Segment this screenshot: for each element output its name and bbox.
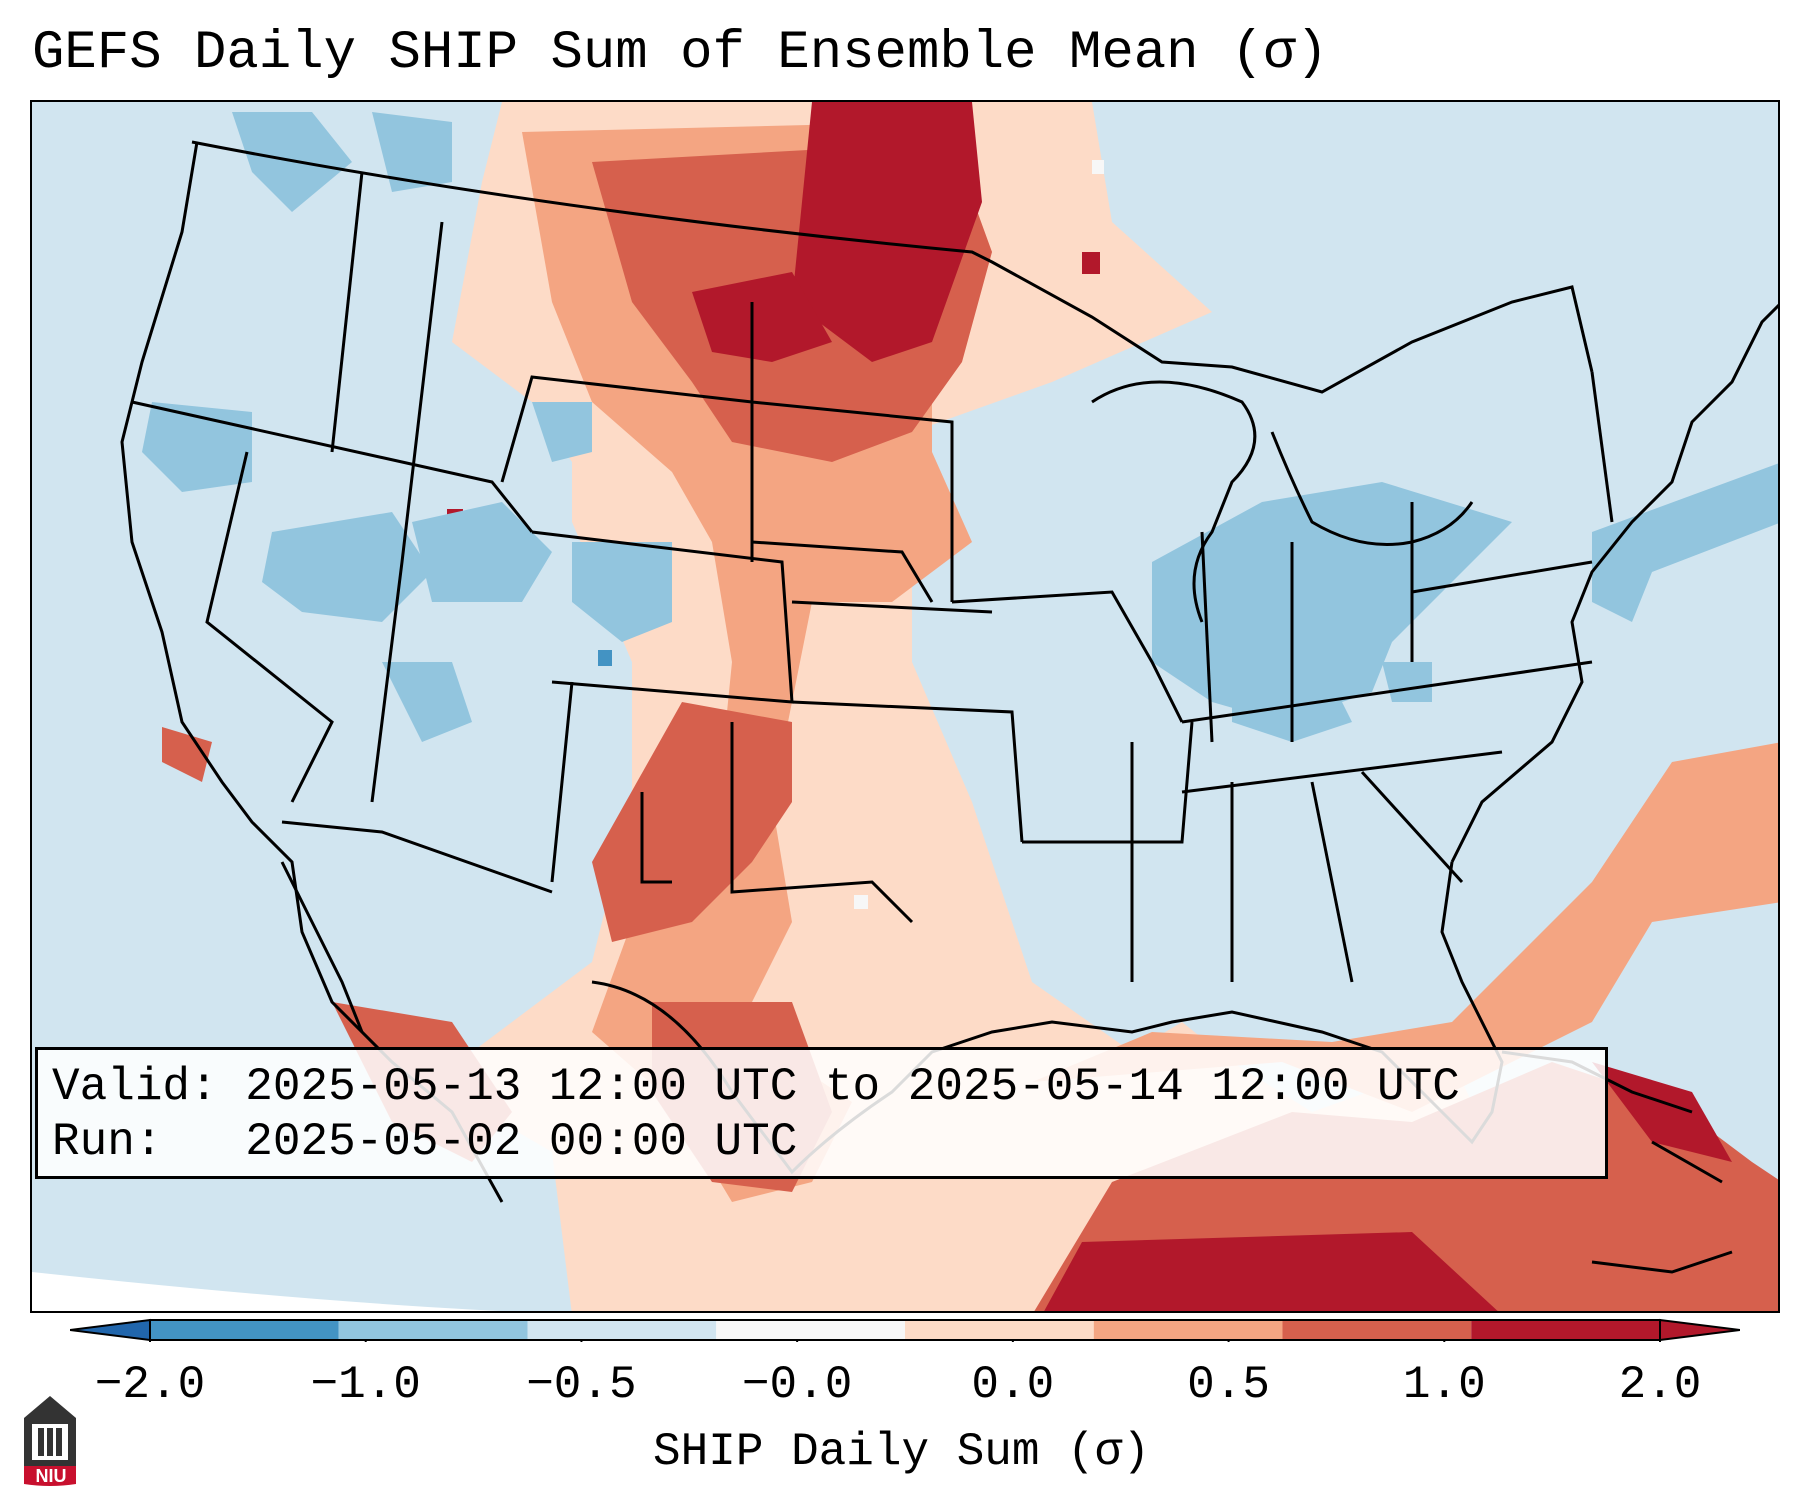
colorbar-tick-label: 2.0 [1618,1359,1702,1411]
anomaly-region-cool [412,502,552,602]
state-border [1411,560,1593,594]
anomaly-region-cool [142,402,252,492]
state-border [370,221,444,803]
valid-value: 2025-05-13 12:00 UTC to 2025-05-14 12:00… [245,1061,1460,1113]
anomaly-region-max [792,102,982,362]
logo-text: NIU [35,1466,67,1486]
colorbar-segment [338,1320,528,1340]
state-border [640,792,672,884]
colorbar-tick-label: −0.0 [741,1359,853,1411]
info-box: Valid: 2025-05-13 12:00 UTC to 2025-05-1… [35,1047,1608,1179]
run-label: Run: [52,1116,163,1168]
valid-label: Valid: [52,1061,218,1113]
state-border [1310,781,1354,983]
colorbar-tick-label: −1.0 [310,1359,421,1411]
colorbar-tick-label: −0.5 [526,1359,637,1411]
colorbar-tick-label: −2.0 [94,1359,206,1411]
anomaly-region-max [1044,1232,1498,1311]
anomaly-region-neutral [1092,160,1104,174]
great-lakes [1270,431,1474,546]
colorbar-tick-label: 1.0 [1402,1359,1486,1411]
colorbar-label: SHIP Daily Sum (σ) [653,1426,1150,1478]
projection-edge [32,1272,502,1311]
colorbar [70,1318,1740,1342]
anomaly-region-neutral [854,895,868,909]
colorbar-segment [716,1320,905,1340]
state-border [1200,531,1214,743]
state-border [951,590,1184,723]
anomaly-region-max [692,272,832,362]
anomaly-region-cool [1592,463,1778,622]
state-border [550,681,574,883]
state-border [1022,721,1194,844]
state-border [500,375,753,483]
anomaly-field-cool [142,112,1778,909]
state-border [791,600,993,614]
anomaly-region-medium [1032,742,1778,1112]
colorbar-segment [1282,1320,1472,1340]
anomaly-region-strong [162,727,212,782]
chart-title: GEFS Daily SHIP Sum of Ensemble Mean (σ) [32,23,1329,84]
anomaly-region-cool [1382,662,1432,702]
anomaly-region-cool [532,402,592,462]
anomaly-region-cool [572,542,672,642]
run-value: 2025-05-02 00:00 UTC [245,1116,798,1168]
colorbar-tick-label: 0.5 [1187,1359,1270,1411]
state-border [1590,371,1614,523]
state-border [131,400,534,533]
east-coastline [1450,303,1778,863]
us-canada-border [191,140,1594,394]
state-border [730,722,914,924]
state-border [330,171,364,453]
great-lakes [1091,380,1257,623]
state-border [791,700,1024,843]
colorbar-extend-high [1659,1318,1740,1342]
anomaly-region-cool [382,662,472,742]
state-border [1181,750,1503,794]
colorbar-segment [1093,1320,1283,1340]
anomaly-region-max [1082,252,1100,274]
state-border [531,530,794,704]
state-border [1360,770,1464,884]
anomaly-region-max [1592,1062,1732,1162]
colorbar-segment [527,1320,717,1340]
west-coastline [120,141,504,1203]
anomaly-region-cool [262,512,432,622]
colorbar-segment [1471,1320,1660,1340]
state-border [1181,660,1593,724]
state-border [281,820,553,894]
state-border [205,451,334,803]
anomaly-region-cool-strong [598,650,612,666]
niu-logo-icon [24,1396,76,1486]
anomaly-region-cool [372,112,452,192]
baja-coastline [280,861,364,1033]
colorbar-segments [149,1319,1661,1342]
colorbar-segment [905,1320,1094,1340]
state-border [751,540,934,603]
state-border [750,302,954,602]
colorbar-extend-low [70,1318,151,1342]
colorbar-segment [150,1320,339,1340]
colorbar-tick-label: 0.0 [971,1359,1055,1411]
